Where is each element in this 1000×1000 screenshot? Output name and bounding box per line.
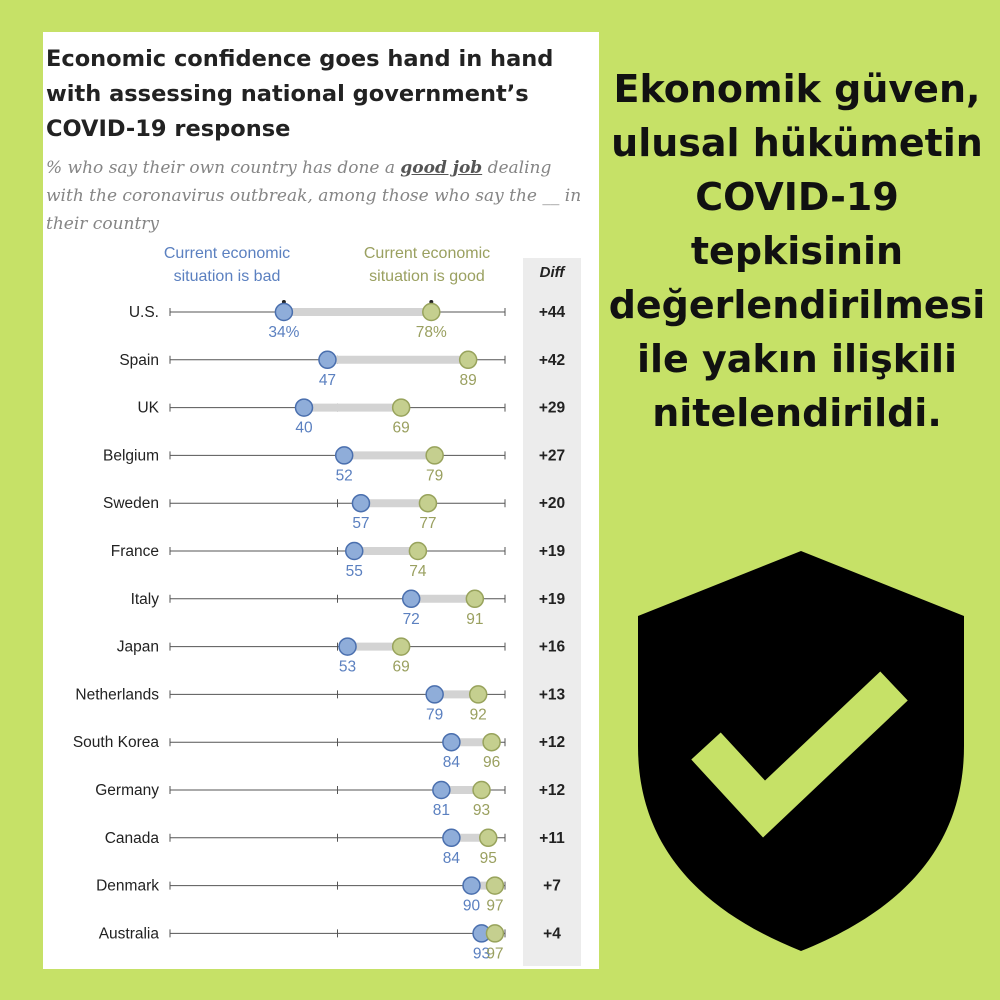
side-caption: Ekonomik güven, ulusal hükümetin COVID-1… bbox=[608, 67, 986, 435]
dot-plot: Current economic situation is bad Current … bbox=[73, 245, 567, 962]
country-label: France bbox=[111, 543, 159, 560]
shield-check-icon bbox=[638, 551, 964, 951]
subtitle-text-end: dealing with the coronavirus outbreak, a… bbox=[46, 158, 582, 234]
country-label: Italy bbox=[131, 591, 160, 608]
bad-dot bbox=[442, 732, 461, 752]
bad-value-label: 57 bbox=[352, 515, 369, 532]
good-dot bbox=[479, 828, 498, 848]
bad-value-label: 47 bbox=[319, 372, 336, 389]
diff-value: +44 bbox=[539, 304, 566, 321]
bad-value-label: 90 bbox=[463, 898, 481, 915]
good-value-label: 74 bbox=[409, 563, 427, 580]
chart-card: Economic confidence goes hand in hand wi… bbox=[43, 32, 599, 969]
country-label: Spain bbox=[119, 352, 159, 369]
diff-value: +29 bbox=[539, 400, 566, 417]
chart-subtitle: % who say their own country has done a g… bbox=[46, 154, 586, 238]
bad-dot bbox=[351, 493, 371, 513]
country-label: Belgium bbox=[103, 447, 159, 464]
good-value-label: 91 bbox=[466, 611, 483, 628]
diff-value: +7 bbox=[543, 878, 561, 895]
legend-bad-line-1: Current economic bbox=[164, 245, 290, 262]
good-value-label: 96 bbox=[483, 754, 500, 771]
diff-value: +42 bbox=[539, 352, 565, 369]
good-dot bbox=[391, 637, 411, 656]
good-dot bbox=[422, 302, 441, 322]
good-dot bbox=[472, 780, 491, 800]
legend-bad-line-2: situation is bad bbox=[174, 268, 281, 285]
bad-value-label: 40 bbox=[295, 420, 313, 437]
diff-value: +4 bbox=[543, 925, 561, 942]
good-value-label: 69 bbox=[393, 659, 410, 676]
country-label: Australia bbox=[99, 925, 160, 942]
country-label: Germany bbox=[95, 782, 159, 799]
bad-value-label: 79 bbox=[426, 706, 443, 723]
bad-value-label: 84 bbox=[443, 754, 461, 771]
bad-value-label: 55 bbox=[346, 563, 363, 580]
bad-value-label: 52 bbox=[336, 467, 353, 484]
bad-dot bbox=[338, 637, 357, 656]
bad-dot bbox=[401, 589, 421, 609]
diff-header: Diff bbox=[540, 264, 567, 281]
country-label: U.S. bbox=[129, 304, 159, 321]
bad-dot bbox=[462, 876, 481, 895]
good-dot bbox=[408, 541, 428, 561]
subtitle-text-start: % who say their own country has done a bbox=[46, 158, 401, 178]
good-value-label: 97 bbox=[486, 945, 503, 962]
bad-dot bbox=[345, 541, 364, 561]
country-label: South Korea bbox=[73, 734, 160, 751]
subtitle-emphasis: good job bbox=[400, 158, 483, 178]
diff-value: +19 bbox=[539, 591, 566, 608]
good-value-label: 77 bbox=[419, 515, 436, 532]
good-dot bbox=[485, 924, 505, 943]
country-label: Canada bbox=[105, 830, 160, 847]
legend-good-line-1: Current economic bbox=[364, 245, 490, 262]
country-label: Netherlands bbox=[75, 686, 159, 703]
diff-value: +20 bbox=[539, 495, 565, 512]
legend-good-line-2: situation is good bbox=[369, 268, 485, 285]
good-value-label: 79 bbox=[426, 467, 443, 484]
good-value-label: 95 bbox=[480, 850, 497, 867]
bad-dot bbox=[432, 780, 451, 800]
good-value-label: 93 bbox=[473, 802, 490, 819]
bad-value-label: 93 bbox=[473, 945, 490, 962]
diff-value: +11 bbox=[539, 830, 565, 847]
diff-value: +12 bbox=[539, 782, 565, 799]
bad-value-label: 53 bbox=[339, 659, 356, 676]
good-dot bbox=[482, 732, 501, 752]
diff-column-background bbox=[523, 258, 581, 966]
bad-dot bbox=[425, 685, 444, 704]
bad-value-label: 81 bbox=[433, 802, 450, 819]
country-label: Denmark bbox=[96, 878, 159, 895]
bad-dot bbox=[294, 398, 314, 417]
diff-value: +27 bbox=[539, 447, 565, 464]
checkmark-shape bbox=[691, 671, 908, 838]
bad-value-label: 34% bbox=[268, 324, 299, 341]
bad-value-label: 84 bbox=[443, 850, 461, 867]
bad-dot bbox=[318, 350, 337, 370]
diff-value: +12 bbox=[539, 734, 565, 751]
good-value-label: 97 bbox=[486, 898, 503, 915]
bad-dot bbox=[274, 302, 294, 322]
diff-value: +19 bbox=[539, 543, 566, 560]
good-dot bbox=[418, 493, 438, 513]
good-dot bbox=[425, 446, 444, 465]
good-value-label: 69 bbox=[393, 420, 410, 437]
good-value-label: 78% bbox=[416, 324, 447, 341]
good-dot bbox=[468, 685, 488, 704]
bad-dot bbox=[334, 446, 354, 465]
bad-dot bbox=[442, 828, 461, 848]
chart-title: Economic confidence goes hand in hand wi… bbox=[46, 46, 554, 142]
good-value-label: 89 bbox=[460, 372, 477, 389]
bad-value-label: 72 bbox=[403, 611, 420, 628]
country-label: Japan bbox=[117, 639, 159, 656]
good-dot bbox=[485, 876, 505, 895]
good-value-label: 92 bbox=[470, 706, 487, 723]
good-dot bbox=[465, 589, 485, 609]
good-dot bbox=[458, 350, 478, 370]
country-label: UK bbox=[137, 400, 159, 417]
country-label: Sweden bbox=[103, 495, 159, 512]
diff-value: +16 bbox=[539, 639, 566, 656]
diff-value: +13 bbox=[539, 686, 566, 703]
good-dot bbox=[391, 398, 411, 417]
